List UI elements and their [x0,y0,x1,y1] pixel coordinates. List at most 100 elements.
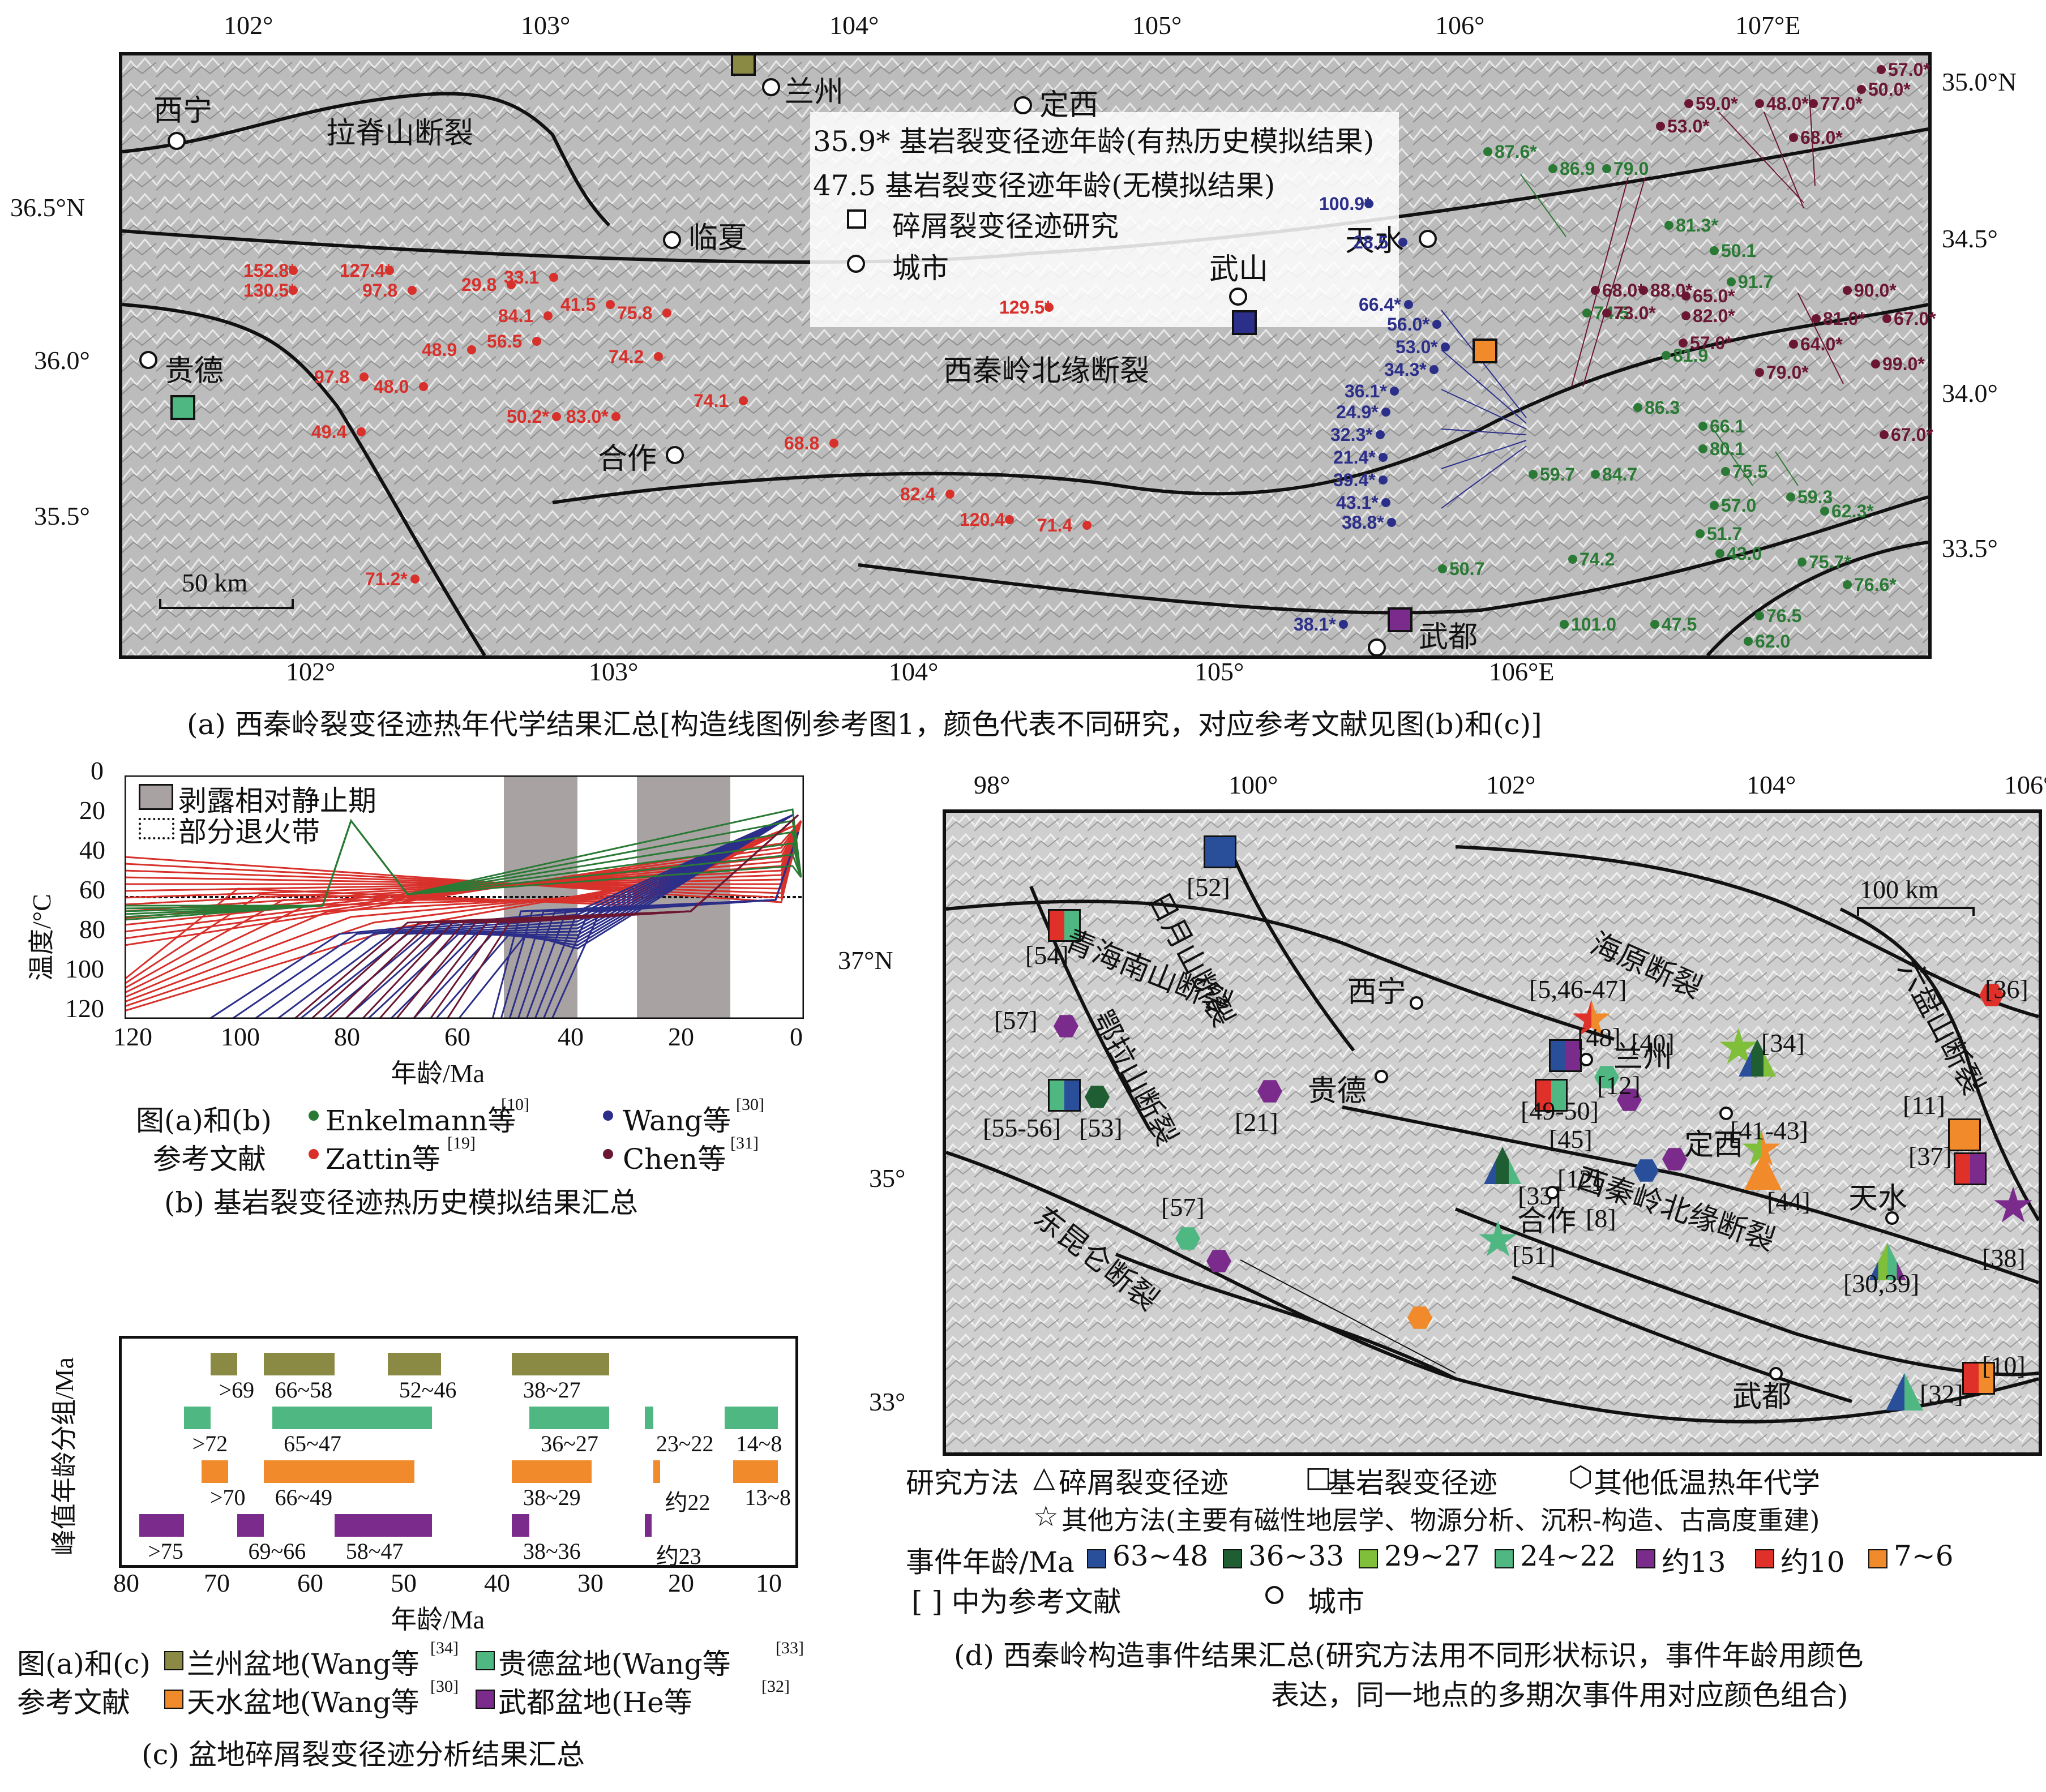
reference-label: [10] [1982,1351,2026,1380]
panel-b: 温度/°C 0 20 40 60 80 100 120 剥露相对静止期 部分退火… [0,756,815,1324]
zattin-age-label: 120.4 [960,509,1005,530]
wang-sample-dot [1379,475,1388,485]
b-xtick: 120 [113,1022,152,1051]
wang-sample-dot [1376,430,1385,439]
wang-dot-icon [603,1111,613,1121]
enkelmann-sample-dot [1650,620,1659,629]
enkelmann-sample-dot [1843,580,1852,589]
bottom-tick: 106°E [1489,657,1555,686]
zattin-age-label: 33.1 [504,267,540,288]
zattin-age-label: 71.4 [1037,515,1073,535]
peak-age-bar [201,1460,228,1483]
thermal-path [125,818,802,921]
enkelmann-age-label: 50.7 [1449,559,1485,579]
city-icon [1419,230,1437,248]
chen-age-label: 59.0* [1696,93,1738,114]
enkelmann-sample-dot [1744,637,1753,646]
b-xtick: 0 [790,1022,803,1051]
reference-label: [55-56] [983,1113,1061,1142]
enkelmann-age-label: 91.7 [1738,272,1774,292]
detrital-square-icon [847,209,866,229]
city-hezuo: 合作 [598,442,657,476]
fault-label-north-qinling: 西秦岭北缘断裂 [943,354,1150,388]
fault-line [122,92,611,227]
wang-sample-dot [1404,300,1413,309]
chen-age-label: 50.0* [1868,79,1911,100]
d-top-tick: 102° [1486,770,1536,799]
reference-label: [37] [1908,1142,1952,1171]
peak-age-bar [733,1460,778,1483]
d-scale-label: 100 km [1860,875,1939,904]
d-m1: 碎屑裂变径迹 [1059,1467,1229,1499]
chen-age-label: 79.0* [1766,362,1809,383]
city-icon [1580,1053,1593,1066]
enkelmann-age-label: 81.9 [1673,345,1709,366]
zattin-age-label: 129.5* [999,297,1052,318]
b-ref3: Zattin等 [326,1143,440,1176]
city-wudu: 武都 [1419,620,1478,654]
enkelmann-age-label: 76.5 [1766,606,1802,626]
enkelmann-sample-dot [1568,555,1577,564]
c-xtick: 60 [297,1568,323,1597]
city-icon [1769,1367,1783,1381]
chen-dot-icon [603,1149,613,1159]
top-tick: 103° [521,11,571,40]
enkelmann-age-label: 66.1 [1710,416,1745,436]
peak-age-label: 38~36 [523,1538,581,1564]
tianshui-swatch-icon [164,1690,183,1709]
age-legend-label: 29~27 [1384,1540,1480,1572]
left-tick: 36.5°N [10,193,85,222]
scale-bar [159,599,294,609]
fault-label-lajishan: 拉脊山断裂 [326,117,474,151]
wang-age-label: 38.8* [1342,512,1384,533]
chen-leaders [1571,95,1844,387]
zattin-sample-dot [357,427,366,436]
zattin-sample-dot [829,439,838,448]
peak-age-bar [263,1460,414,1483]
reference-label: [54] [1025,941,1069,970]
c-xtick: 50 [391,1568,417,1597]
peak-age-label: 38~27 [523,1377,581,1403]
square-marker [1549,1039,1582,1072]
peak-age-label: 约22 [665,1490,710,1515]
d-m2: 基岩裂变径迹 [1328,1467,1497,1499]
wudu-swatch-icon [476,1690,495,1709]
reference-label: [52] [1187,873,1230,902]
reference-label: [41-43] [1730,1116,1808,1145]
chen-sample-dot [1755,99,1764,108]
star-icon: ☆ [1033,1500,1059,1533]
c-ref3-sup: [30] [430,1677,459,1696]
reference-label: [45] [1549,1125,1593,1154]
enkelmann-age-label: 76.6* [1854,575,1897,595]
zattin-sample-dot [507,280,516,289]
enkelmann-age-label: 81.3* [1676,215,1718,235]
city-icon [663,231,681,249]
city-icon [1410,996,1423,1010]
zattin-sample-dot [289,266,298,275]
d-city-dingxi: 定西 [1684,1128,1744,1162]
zattin-sample-dot [549,273,558,282]
thermal-path [125,825,793,980]
peak-age-label: >69 [219,1377,255,1403]
enkelmann-sample-dot [1696,529,1705,538]
b-ref4-sup: [31] [730,1134,759,1152]
legend-city: 城市 [892,252,949,285]
b-ref4: Chen等 [623,1143,726,1176]
bottom-tick: 103° [589,657,639,686]
c-refs-title-1: 图(a)和(c) [17,1648,151,1680]
c-xtick: 40 [484,1568,510,1597]
b-refs-title-1: 图(a)和(b) [136,1104,272,1137]
lanzhou-swatch-icon [164,1651,183,1670]
peak-age-bar [263,1353,335,1375]
b-ref3-sup: [19] [447,1134,476,1152]
peak-age-bar [139,1514,184,1537]
enkelmann-sample-dot [1560,620,1569,629]
d-city-lanzhou: 兰州 [1613,1040,1673,1074]
d-city-tianshui: 天水 [1848,1182,1908,1216]
peak-age-bar [653,1460,661,1483]
d-city-guide: 贵德 [1308,1074,1367,1108]
zattin-age-label: 74.2 [609,346,644,367]
city-icon [139,351,157,369]
c-refs-title-2: 参考文献 [17,1686,130,1719]
wang-sample-dot [1441,342,1450,351]
